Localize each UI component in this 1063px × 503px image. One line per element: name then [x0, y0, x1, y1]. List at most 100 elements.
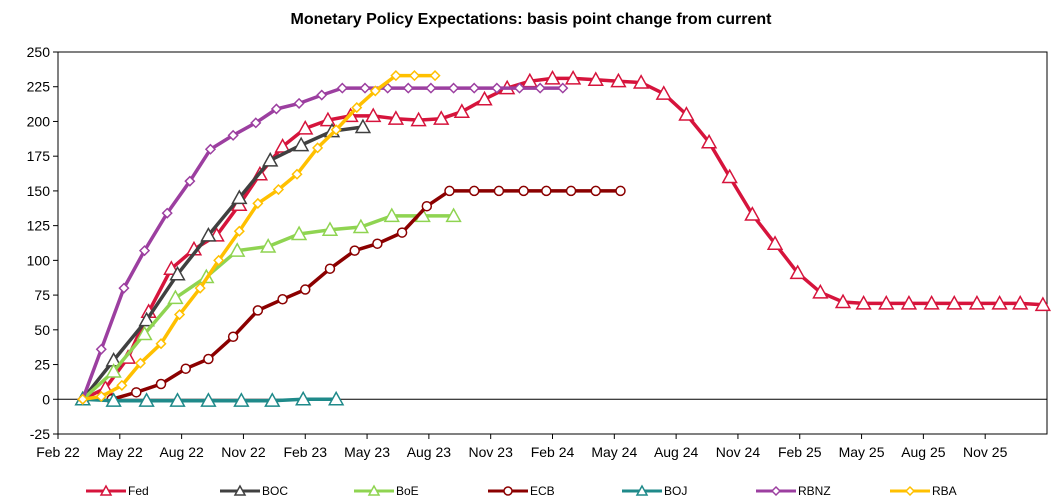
data-point-ecb	[180, 363, 191, 374]
legend-label-boj: BOJ	[664, 484, 687, 498]
chart-series	[74, 69, 1052, 407]
data-point-rbnz	[513, 82, 526, 94]
data-point-rbnz	[534, 82, 546, 94]
legend-item-rbnz: RBNZ	[756, 484, 831, 498]
data-point-boc	[262, 151, 279, 167]
data-point-fed	[991, 295, 1008, 310]
data-point-fed	[1034, 296, 1052, 312]
x-tick-label: Nov 24	[716, 444, 761, 460]
data-point-ecb	[372, 238, 383, 249]
data-point-rbnz	[270, 103, 282, 115]
legend-item-fed: Fed	[86, 484, 149, 498]
legend-item-boe: BoE	[354, 484, 419, 498]
data-point-fed	[476, 90, 493, 106]
data-point-ecb	[518, 185, 529, 197]
data-point-fed	[812, 283, 829, 299]
data-point-ecb	[590, 185, 602, 197]
data-point-rba	[291, 168, 303, 180]
data-point-fed	[564, 69, 582, 85]
data-point-rba	[252, 197, 264, 209]
series-rba	[77, 70, 441, 405]
data-point-boc	[292, 136, 310, 152]
data-point-boe	[167, 289, 184, 305]
data-point-boe	[352, 218, 370, 234]
data-point-fed	[789, 264, 806, 280]
series-line-boc	[80, 125, 365, 402]
data-point-fed	[297, 119, 314, 135]
data-point-fed	[1012, 295, 1029, 310]
y-tick-label: -25	[30, 426, 50, 442]
legend-item-boc: BOC	[220, 484, 288, 498]
data-point-fed	[744, 206, 761, 221]
data-point-ecb	[421, 200, 433, 212]
legend-marker-fed	[99, 484, 113, 496]
data-point-fed	[678, 106, 695, 121]
data-point-rba	[194, 282, 206, 294]
legend-label-rbnz: RBNZ	[798, 484, 831, 498]
data-point-fed	[433, 110, 450, 125]
data-point-rba	[116, 379, 128, 391]
data-point-rbnz	[359, 82, 371, 94]
data-point-ecb	[300, 284, 311, 295]
data-point-ecb	[615, 185, 626, 197]
data-point-rba	[390, 70, 402, 82]
data-point-boe	[136, 325, 153, 341]
x-tick-label: Feb 23	[283, 444, 327, 460]
legend-item-rba: RBA	[890, 484, 957, 498]
data-point-fed	[610, 72, 627, 88]
legend-item-ecb: ECB	[488, 484, 555, 498]
data-point-rba	[429, 70, 441, 82]
legend-marker-rba	[904, 485, 916, 497]
x-tick-label: May 25	[839, 444, 885, 460]
legend-marker-boj	[635, 484, 649, 496]
data-point-ecb	[541, 185, 552, 197]
data-point-rbnz	[161, 207, 173, 219]
data-point-fed	[632, 74, 650, 89]
data-point-fed	[968, 295, 986, 310]
legend-item-boj: BOJ	[622, 484, 687, 498]
data-point-rbnz	[425, 82, 437, 94]
data-point-boj	[169, 392, 186, 407]
data-point-rba	[408, 70, 421, 82]
data-point-fed	[544, 69, 561, 85]
data-point-ecb	[203, 353, 214, 365]
data-point-fed	[878, 295, 895, 310]
data-point-rba	[95, 390, 107, 403]
x-tick-label: Aug 25	[901, 444, 946, 460]
data-point-rbnz	[184, 175, 196, 187]
legend-marker-boe	[367, 484, 381, 496]
data-point-boj	[295, 390, 312, 406]
data-point-boe	[321, 221, 339, 237]
y-tick-label: 225	[27, 79, 51, 95]
data-point-fed	[834, 293, 852, 309]
legend-marker-boc	[233, 484, 247, 496]
data-point-boe	[290, 225, 308, 241]
x-tick-label: Feb 24	[531, 444, 575, 460]
data-point-boe	[229, 242, 246, 257]
data-point-rbnz	[227, 129, 239, 141]
x-tick-label: Feb 22	[36, 444, 80, 460]
data-point-boe	[260, 238, 277, 253]
series-line-fed	[80, 76, 1045, 402]
data-point-rbnz	[316, 89, 328, 101]
legend-marker-rbnz	[770, 485, 782, 497]
data-point-fed	[855, 295, 872, 310]
series-boj	[74, 390, 345, 407]
data-point-rbnz	[336, 82, 348, 94]
data-point-fed	[410, 111, 427, 127]
data-point-fed	[766, 235, 784, 250]
y-tick-label: 75	[34, 287, 50, 303]
legend-label-rba: RBA	[932, 484, 957, 498]
x-tick-label: Feb 25	[778, 444, 822, 460]
data-point-rbnz	[402, 82, 414, 94]
data-point-ecb	[396, 227, 408, 238]
data-point-rbnz	[95, 343, 107, 355]
data-point-ecb	[277, 294, 288, 305]
data-point-ecb	[349, 245, 360, 256]
data-point-fed	[274, 138, 291, 153]
legend-label-boe: BoE	[396, 484, 419, 498]
data-point-rba	[233, 225, 245, 237]
data-point-ecb	[565, 185, 577, 197]
data-point-boc	[138, 311, 155, 327]
